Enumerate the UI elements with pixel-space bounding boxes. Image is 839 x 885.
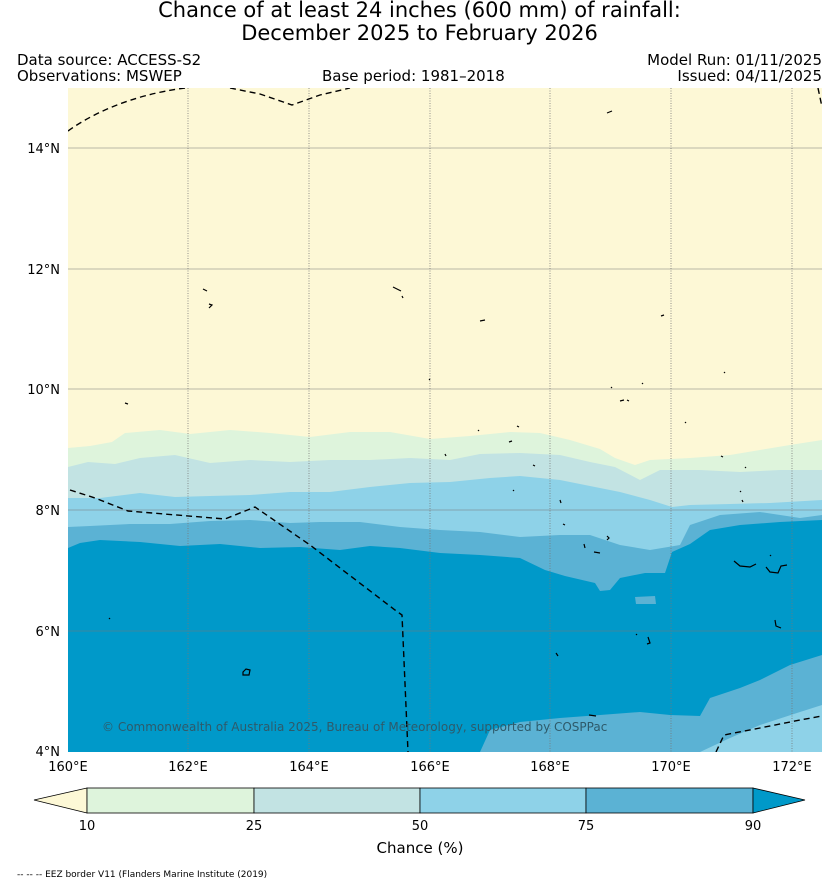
longitude-axis: 160°E 162°E 164°E 166°E 168°E 170°E 172°… <box>48 760 812 775</box>
lat-tick-label: 10°N <box>27 383 60 398</box>
observations-label: Observations: MSWEP <box>17 67 182 85</box>
lon-tick-label: 164°E <box>289 760 329 775</box>
lat-tick-label: 4°N <box>36 745 61 760</box>
colorbar-ticks: 10 25 50 75 90 <box>79 819 762 834</box>
colorbar-segment-75-90 <box>585 787 754 814</box>
islands <box>108 110 788 717</box>
lat-tick-label: 8°N <box>36 504 61 519</box>
band-patch-50-75 <box>700 705 822 752</box>
longitude-gridlines <box>187 88 793 752</box>
colorbar <box>33 787 806 814</box>
colorbar-segment-10-25 <box>86 787 255 814</box>
issued-label: Issued: 04/11/2025 <box>677 67 822 85</box>
map-title-line1: Chance of at least 24 inches (600 mm) of… <box>158 0 681 22</box>
latitude-axis: 14°N 12°N 10°N 8°N 6°N 4°N <box>27 142 60 760</box>
data-source-label: Data source: ACCESS-S2 <box>17 51 202 69</box>
latitude-gridlines <box>68 147 822 632</box>
colorbar-tick-label: 50 <box>412 819 429 834</box>
map-plot-area: © Commonwealth of Australia 2025, Bureau… <box>68 88 822 752</box>
model-run-label: Model Run: 01/11/2025 <box>647 51 822 69</box>
map-title-line2: December 2025 to February 2026 <box>241 21 598 45</box>
lat-tick-label: 14°N <box>27 142 60 157</box>
lon-tick-label: 160°E <box>48 760 88 775</box>
lon-tick-label: 168°E <box>530 760 570 775</box>
eez-borders <box>68 88 822 752</box>
lat-tick-label: 6°N <box>36 625 61 640</box>
band-above-90 <box>68 520 822 752</box>
lon-tick-label: 162°E <box>168 760 208 775</box>
lon-tick-label: 172°E <box>772 760 812 775</box>
copyright-text: © Commonwealth of Australia 2025, Bureau… <box>102 720 607 734</box>
lon-tick-label: 166°E <box>410 760 450 775</box>
colorbar-tick-label: 10 <box>79 819 96 834</box>
lat-tick-label: 12°N <box>27 263 60 278</box>
colorbar-segment-25-50 <box>253 787 421 814</box>
lon-tick-label: 170°E <box>651 760 691 775</box>
band-patch-75-90 <box>635 596 656 604</box>
base-period-label: Base period: 1981–2018 <box>322 67 505 85</box>
colorbar-tick-label: 75 <box>578 819 595 834</box>
eez-border-note: -- -- -- EEZ border V11 (Flanders Marine… <box>17 870 267 880</box>
colorbar-segment-above-90 <box>752 787 806 814</box>
colorbar-title: Chance (%) <box>377 839 464 857</box>
colorbar-segment-below-10 <box>33 787 88 814</box>
colorbar-segment-50-75 <box>419 787 587 814</box>
colorbar-tick-label: 25 <box>246 819 263 834</box>
colorbar-tick-label: 90 <box>745 819 762 834</box>
